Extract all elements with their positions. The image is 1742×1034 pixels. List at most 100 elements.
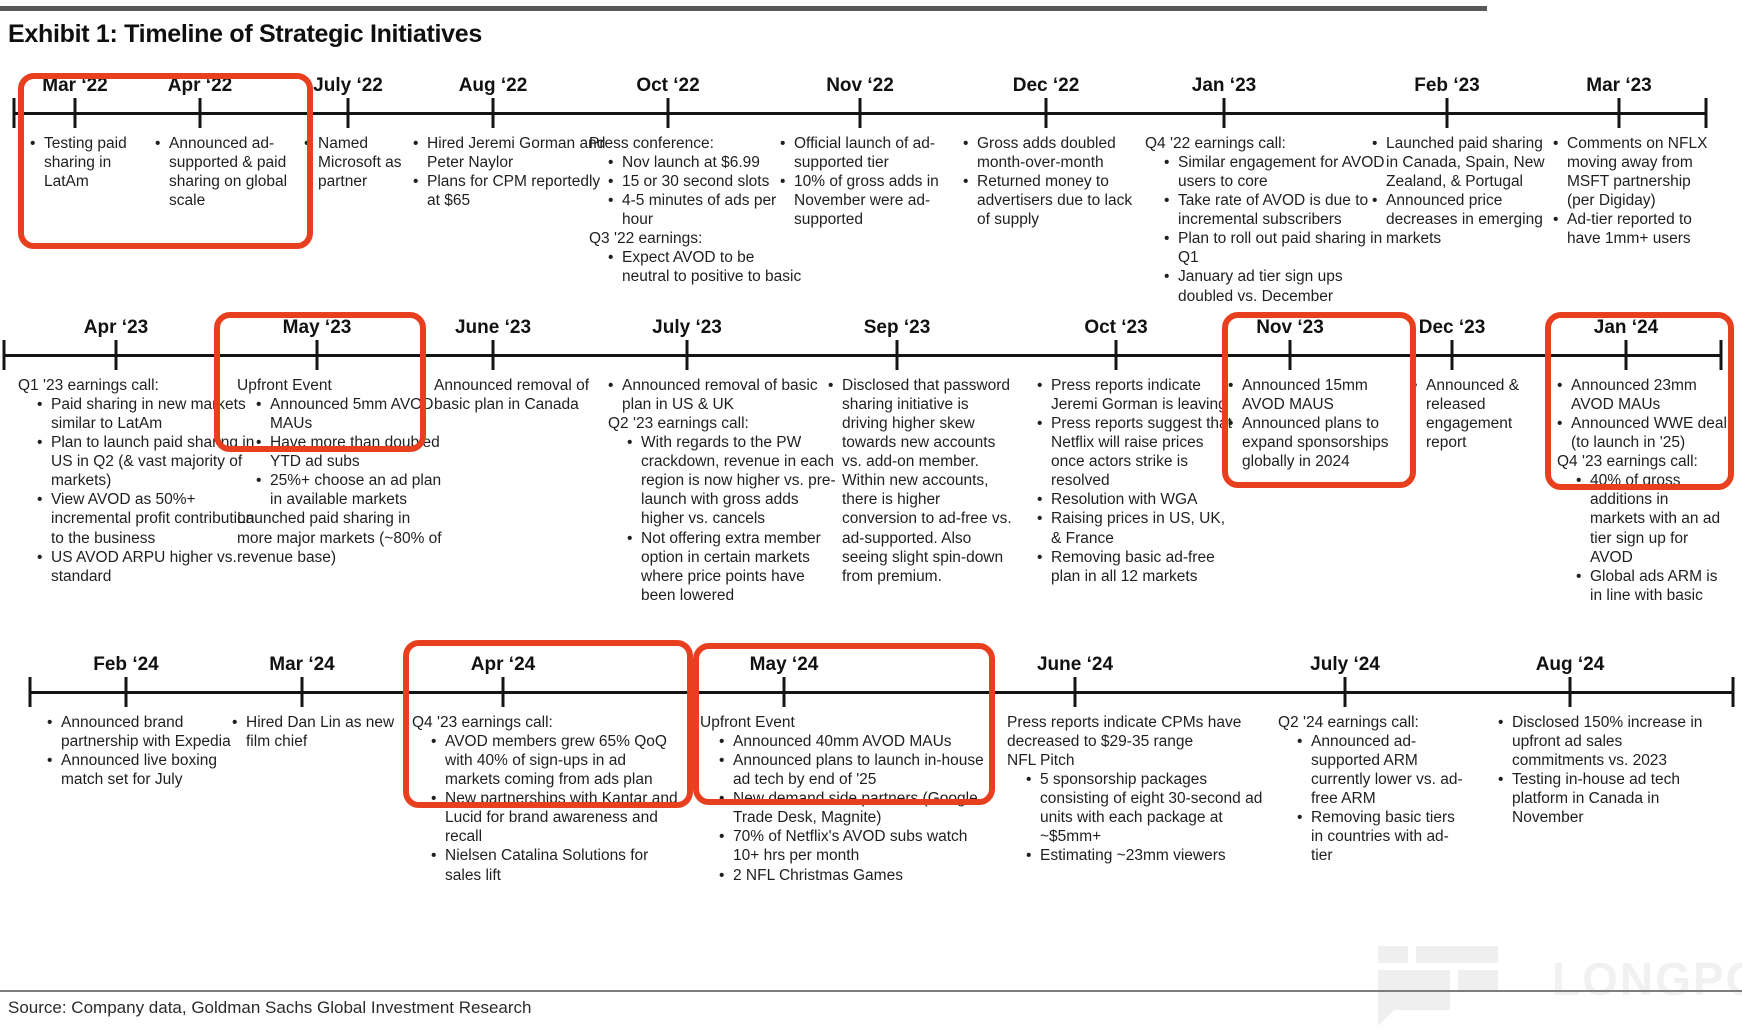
events-jan-23: Q4 '22 earnings call:Similar engagement … [1145,134,1385,306]
event-item: Announced ad-supported ARM currently low… [1297,732,1468,808]
events-nov-23: Announced 15mm AVOD MAUSAnnounced plans … [1228,376,1408,471]
bullet-icon [608,172,622,191]
tick-nov-23 [1288,340,1292,370]
event-item: Removing basic ad-free plan in all 12 ma… [1037,548,1237,586]
bullet-icon [719,827,733,865]
event-item: Plans for CPM reportedly at $65 [413,172,608,210]
events-jan-24: Announced 23mm AVOD MAUsAnnounced WWE de… [1557,376,1727,605]
source-note: Source: Company data, Goldman Sachs Glob… [8,998,532,1017]
events-may-23: Upfront EventAnnounced 5mm AVOD MAUsHave… [237,376,447,567]
bullet-icon [1037,376,1051,414]
event-item: View AVOD as 50%+ incremental profit con… [37,490,263,547]
event-item: Testing paid sharing in LatAm [30,134,155,191]
event-item: Announced live boxing match set for July [47,751,252,789]
event-item: Named Microsoft as partner [304,134,419,191]
event-item: January ad tier sign ups doubled vs. Dec… [1164,267,1385,305]
bullet-icon [780,134,794,172]
month-dec-22: Dec ‘22 [1012,75,1080,96]
bullet-icon [719,866,733,885]
event-item: Q4 '23 earnings call: [1557,453,1698,471]
exhibit-title: Exhibit 1: Timeline of Strategic Initiat… [8,20,482,48]
event-item: Removing basic tiers in countries with a… [1297,808,1468,865]
bullet-icon [37,395,51,433]
bullet-icon [232,713,246,751]
event-item: Similar engagement for AVOD users to cor… [1164,153,1385,191]
event-item: Announced brand partnership with Expedia [47,713,252,751]
month-dec-23: Dec ‘23 [1418,317,1486,338]
event-item: Announced plans to expand sponsorships g… [1228,414,1408,471]
event-item: Testing in-house ad tech platform in Can… [1498,770,1710,827]
bullet-icon [1037,548,1051,586]
bullet-icon [1164,191,1178,229]
events-may-24: Upfront EventAnnounced 40mm AVOD MAUsAnn… [700,713,985,885]
event-item: 70% of Netflix's AVOD subs watch 10+ hrs… [719,827,985,865]
month-feb-24: Feb ‘24 [93,654,159,675]
event-item: AVOD members grew 65% QoQ with 40% of si… [431,732,684,789]
bullet-icon [1164,267,1178,305]
event-item: Comments on NFLX moving away from MSFT p… [1553,134,1713,210]
event-item: Q2 '23 earnings call: [608,415,749,433]
month-feb-23: Feb ‘23 [1414,75,1480,96]
event-item: Announced removal of basic plan in US & … [608,376,843,414]
tick-nov-22 [858,98,862,128]
events-jul-24: Q2 '24 earnings call:Announced ad-suppor… [1278,713,1468,866]
tick-apr-22 [198,98,202,128]
event-item: Ad-tier reported to have 1mm+ users [1553,210,1713,248]
event-item: Launched paid sharing in Canada, Spain, … [1372,134,1547,191]
bullet-icon [608,153,622,172]
month-jul-24: July ‘24 [1310,654,1380,675]
events-aug-24: Disclosed 150% increase in upfront ad sa… [1498,713,1710,827]
tick-aug-22 [491,98,495,128]
event-item: Disclosed 150% increase in upfront ad sa… [1498,713,1710,770]
month-sep-23: Sep ‘23 [863,317,931,338]
event-item: Announced & released engagement report [1412,376,1547,452]
month-oct-22: Oct ‘22 [636,75,700,96]
tick-feb-23 [1445,98,1449,128]
event-item: Resolution with WGA [1037,490,1237,509]
events-jul-22: Named Microsoft as partner [304,134,419,191]
tick-jul-23 [685,340,689,370]
footer-divider [0,990,1742,992]
axis-endcap [1731,677,1735,707]
bullet-icon [37,548,51,586]
bullet-icon [1498,770,1512,827]
event-item: Global ads ARM is in line with basic [1576,567,1727,605]
bullet-icon [608,376,622,414]
events-apr-23: Q1 '23 earnings call:Paid sharing in new… [18,376,263,586]
month-oct-23: Oct ‘23 [1084,317,1148,338]
tick-dec-22 [1044,98,1048,128]
events-dec-22: Gross adds doubled month-over-monthRetur… [963,134,1148,229]
event-item: Announced ad-supported & paid sharing on… [155,134,300,210]
bullet-icon [431,846,445,884]
month-may-24: May ‘24 [749,654,819,675]
tick-jul-22 [346,98,350,128]
month-jan-23: Jan ‘23 [1191,75,1257,96]
bullet-icon [627,529,641,605]
event-item: Returned money to advertisers due to lac… [963,172,1148,229]
event-item: 40% of gross additions in markets with a… [1576,471,1727,566]
event-item: Announced 15mm AVOD MAUS [1228,376,1408,414]
event-item: Hired Jeremi Gorman and Peter Naylor [413,134,608,172]
events-feb-24: Announced brand partnership with Expedia… [47,713,252,789]
tick-apr-23 [114,340,118,370]
tick-mar-24 [300,677,304,707]
month-may-23: May ‘23 [282,317,352,338]
bullet-icon [1553,210,1567,248]
event-item: Q4 '22 earnings call: [1145,135,1286,152]
bullet-icon [1037,490,1051,509]
bullet-icon [627,433,641,528]
bullet-icon [1164,153,1178,191]
timeline-axis-row3 [30,691,1733,694]
event-item: Not offering extra member option in cert… [627,529,843,605]
events-apr-22: Announced ad-supported & paid sharing on… [155,134,300,210]
event-item: 15 or 30 second slots [608,172,804,191]
bullet-icon [608,191,622,229]
bullet-icon [1297,808,1311,865]
bullet-icon [37,433,51,490]
tick-apr-24 [501,677,505,707]
event-item: Expect AVOD to be neutral to positive to… [608,248,804,286]
event-item: Gross adds doubled month-over-month [963,134,1148,172]
event-item: Press reports indicate Jeremi Gorman is … [1037,376,1237,414]
month-jun-23: June ‘23 [454,317,532,338]
